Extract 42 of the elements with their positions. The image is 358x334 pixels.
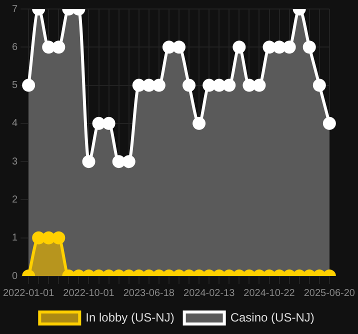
point: [272, 40, 286, 54]
point: [202, 78, 216, 92]
x-tick-label: 2022-10-01: [63, 288, 115, 299]
point: [42, 40, 56, 54]
point: [262, 40, 276, 54]
y-tick-label: 2: [12, 194, 18, 206]
point: [122, 155, 136, 168]
x-tick-label: 2023-06-18: [123, 288, 175, 299]
point: [112, 155, 126, 168]
x-tick-label: 2025-06-20: [304, 288, 356, 299]
point: [212, 78, 226, 92]
point: [192, 116, 206, 130]
y-tick-label: 4: [12, 118, 18, 130]
point: [302, 40, 316, 54]
point: [92, 116, 106, 130]
x-tick-label: 2024-02-13: [184, 288, 236, 299]
legend-label: Casino (US-NJ): [230, 310, 314, 324]
point: [52, 40, 66, 54]
point: [172, 40, 186, 54]
y-tick-label: 6: [12, 42, 18, 53]
point: [312, 78, 326, 92]
point: [252, 78, 266, 92]
legend-label: In lobby (US-NJ): [86, 310, 174, 324]
y-tick-label: 1: [12, 232, 18, 244]
point: [132, 78, 146, 92]
y-tick-label: 0: [12, 270, 18, 282]
point: [142, 78, 156, 92]
point: [232, 40, 246, 54]
point: [242, 78, 256, 92]
x-tick-label: 2022-01-01: [3, 288, 55, 299]
point: [322, 116, 336, 130]
point: [222, 78, 236, 92]
y-tick-label: 7: [12, 4, 18, 15]
point: [162, 40, 176, 54]
x-tick-label: 2024-10-22: [244, 288, 296, 299]
y-tick-label: 3: [12, 156, 18, 168]
point: [102, 116, 116, 130]
point: [182, 78, 196, 92]
y-tick-label: 5: [12, 80, 18, 92]
point: [282, 40, 296, 54]
point: [82, 155, 96, 168]
point: [152, 78, 166, 92]
